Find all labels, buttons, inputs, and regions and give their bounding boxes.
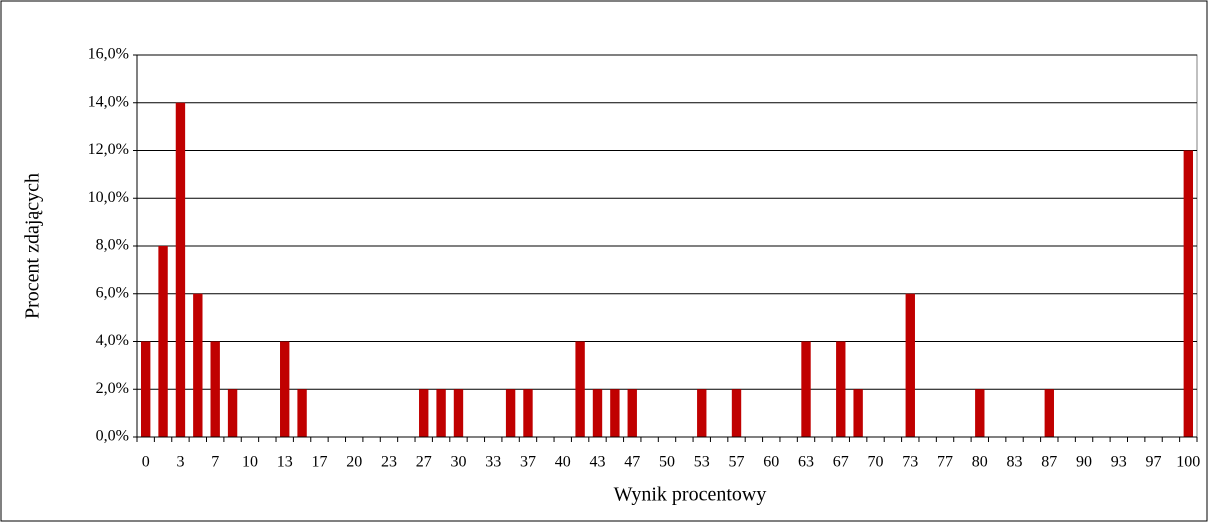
x-tick-label: 90 xyxy=(1076,454,1092,471)
bar xyxy=(523,389,533,437)
x-tick-label: 93 xyxy=(1111,454,1127,471)
x-tick-label: 63 xyxy=(798,454,814,471)
y-tick-label: 16,0% xyxy=(88,46,129,63)
x-tick-label: 70 xyxy=(868,454,884,471)
bar xyxy=(175,102,186,437)
bar xyxy=(575,341,585,437)
bar xyxy=(453,389,464,437)
x-tick-label: 47 xyxy=(624,454,640,471)
bar xyxy=(1044,389,1054,437)
y-tick-label: 4,0% xyxy=(96,332,129,349)
bar xyxy=(419,389,429,437)
bar xyxy=(592,389,603,437)
bar xyxy=(158,246,168,437)
x-tick-label: 77 xyxy=(937,454,953,471)
x-tick-label: 57 xyxy=(729,454,745,471)
x-tick-label: 80 xyxy=(972,454,988,471)
bar xyxy=(280,341,290,437)
x-tick-label: 50 xyxy=(659,454,675,471)
bar xyxy=(436,389,446,437)
x-tick-label: 37 xyxy=(520,454,536,471)
bar xyxy=(853,389,863,437)
y-tick-label: 10,0% xyxy=(88,189,129,206)
y-tick-label: 0,0% xyxy=(96,428,129,445)
x-tick-label: 67 xyxy=(833,454,849,471)
x-tick-label: 30 xyxy=(450,454,466,471)
x-tick-label: 33 xyxy=(485,454,501,471)
y-axis-label: Procent zdających xyxy=(22,173,44,319)
x-tick-label: 60 xyxy=(763,454,779,471)
bar xyxy=(627,389,637,437)
bar xyxy=(1183,150,1194,437)
bar xyxy=(836,341,846,437)
y-tick-label: 6,0% xyxy=(96,284,129,301)
x-tick-label: 53 xyxy=(694,454,710,471)
x-tick-label: 73 xyxy=(902,454,918,471)
x-tick-label: 17 xyxy=(311,454,327,471)
bar xyxy=(210,341,220,437)
x-tick-label: 97 xyxy=(1146,454,1162,471)
x-tick-label: 10 xyxy=(242,454,258,471)
x-tick-label: 87 xyxy=(1041,454,1057,471)
x-tick-label: 20 xyxy=(346,454,362,471)
x-tick-label: 40 xyxy=(555,454,571,471)
y-tick-label: 12,0% xyxy=(88,141,129,158)
bar xyxy=(505,389,516,437)
bar xyxy=(140,341,151,437)
bar xyxy=(697,389,707,437)
bar xyxy=(227,389,238,437)
x-tick-label: 7 xyxy=(211,454,219,471)
bar xyxy=(975,389,985,437)
x-tick-label: 27 xyxy=(416,454,432,471)
y-tick-label: 14,0% xyxy=(88,93,129,110)
bar xyxy=(731,389,742,437)
bar xyxy=(297,389,307,437)
x-tick-label: 0 xyxy=(142,454,150,471)
x-tick-label: 3 xyxy=(176,454,184,471)
y-tick-label: 2,0% xyxy=(96,380,129,397)
x-tick-label: 100 xyxy=(1176,454,1200,471)
bar xyxy=(905,293,915,437)
x-tick-label: 23 xyxy=(381,454,397,471)
x-tick-label: 43 xyxy=(589,454,605,471)
bar xyxy=(193,293,203,437)
y-tick-label: 8,0% xyxy=(96,237,129,254)
bar xyxy=(801,341,811,437)
x-tick-label: 13 xyxy=(277,454,293,471)
bar xyxy=(610,389,620,437)
x-tick-label: 83 xyxy=(1007,454,1023,471)
x-axis-label: Wynik procentowy xyxy=(614,484,767,506)
